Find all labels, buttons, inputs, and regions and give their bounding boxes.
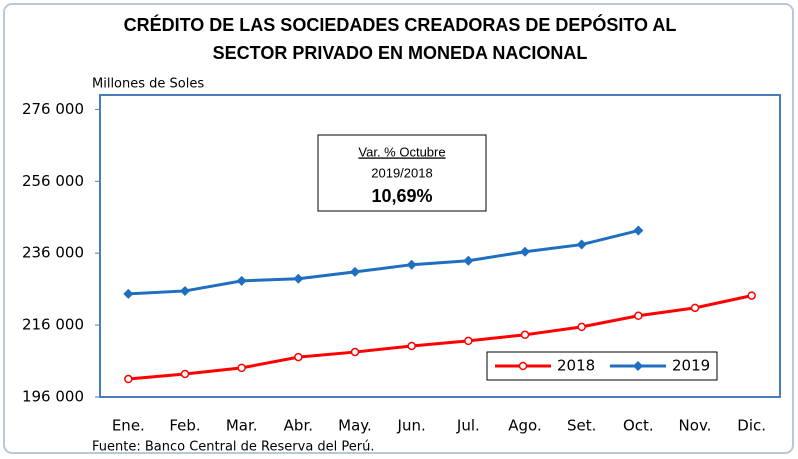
- x-tick-label: Ene.: [112, 417, 145, 435]
- legend-label: 2018: [557, 357, 595, 375]
- legend-label: 2019: [672, 357, 710, 375]
- point: [634, 311, 643, 320]
- x-tick-label: May.: [338, 417, 372, 435]
- point: [237, 363, 246, 373]
- point: [293, 273, 304, 284]
- y-tick-label: 236 000: [22, 244, 84, 262]
- plot-area: [99, 94, 781, 398]
- point: [577, 322, 586, 332]
- series-line: [128, 294, 752, 381]
- x-tick-label: Mar.: [226, 417, 258, 435]
- point: [633, 225, 644, 236]
- legend-marker: [633, 361, 643, 371]
- y-tick-label: 216 000: [22, 316, 84, 334]
- annotation: Var. % Octubre: [358, 144, 445, 159]
- x-tick-label: Set.: [567, 417, 596, 435]
- point: [236, 275, 247, 286]
- point: [520, 246, 530, 257]
- y-tick-label: 276 000: [22, 100, 84, 118]
- point: [407, 341, 416, 351]
- point: [463, 255, 474, 266]
- annotation-box: [317, 134, 487, 212]
- y-tick-label: 256 000: [22, 172, 84, 190]
- chart-title: CRÉDITO DE LAS SOCIEDADES CREADORAS DE D…: [124, 14, 677, 35]
- legend-marker: [518, 361, 528, 371]
- annotation: 2019/2018: [371, 165, 432, 180]
- x-tick-label: Dic.: [737, 417, 766, 435]
- x-tick-label: Feb.: [169, 417, 200, 435]
- chart-frame: [3, 3, 794, 454]
- x-tick-label: Oct.: [623, 417, 654, 435]
- series-line: [128, 229, 639, 296]
- point: [180, 369, 190, 379]
- point: [406, 259, 417, 270]
- point: [123, 288, 134, 299]
- y-axis-label: Millones de Soles: [92, 77, 204, 92]
- point: [576, 239, 587, 250]
- annotation: 10,69%: [371, 186, 432, 206]
- x-tick-label: Abr.: [284, 417, 313, 435]
- x-tick-label: Ago.: [508, 417, 541, 435]
- point: [520, 330, 530, 340]
- x-tick-label: Nov.: [679, 417, 712, 435]
- point: [180, 285, 190, 296]
- x-tick-label: Jun.: [397, 417, 426, 435]
- chart-title: SECTOR PRIVADO EN MONEDA NACIONAL: [213, 43, 588, 63]
- point: [747, 291, 756, 300]
- point: [124, 374, 133, 384]
- y-tick-label: 196 000: [22, 388, 84, 406]
- point: [350, 347, 360, 357]
- point: [464, 336, 473, 346]
- x-tick-label: Jul.: [456, 417, 480, 435]
- point: [294, 352, 303, 362]
- point: [690, 303, 700, 313]
- source: Fuente: Banco Central de Reserva del Per…: [92, 440, 375, 455]
- point: [350, 266, 360, 277]
